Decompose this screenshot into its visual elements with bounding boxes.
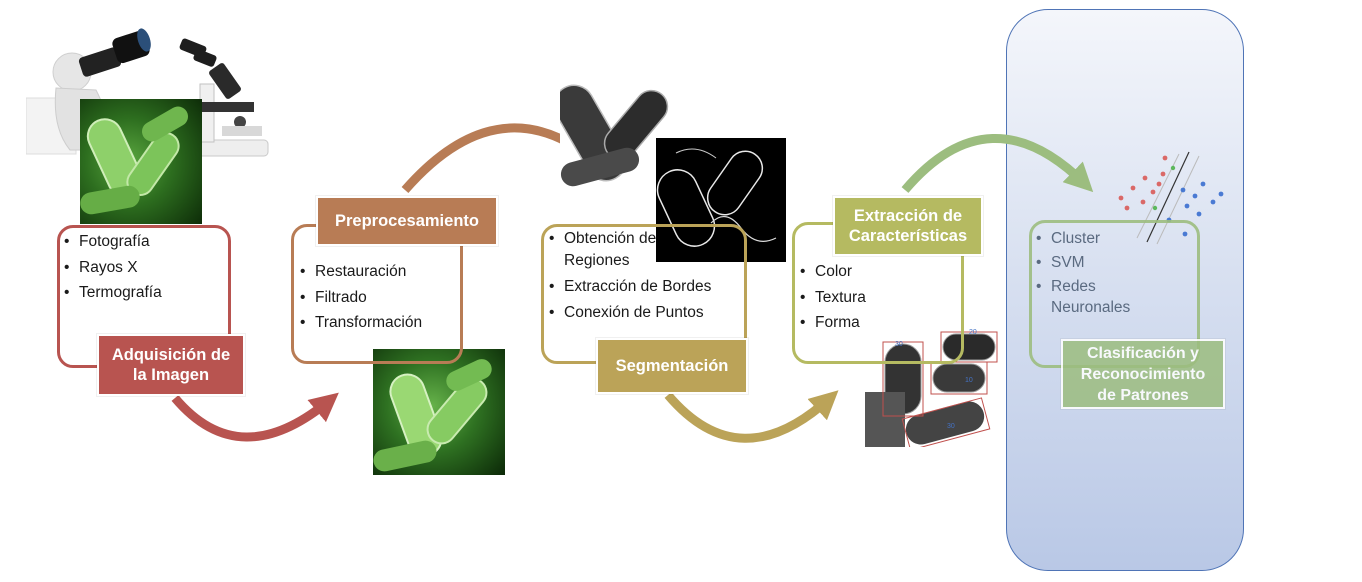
stage-label-line: Características xyxy=(848,227,968,245)
stage-item-line: Cluster xyxy=(1051,230,1101,247)
bbox-label: 20 xyxy=(969,329,977,336)
stage-item: Obtención de Regiones xyxy=(548,228,748,272)
stage-list-adquisicion: Fotografía Rayos X Termografía xyxy=(63,229,223,306)
stage-item: SVM xyxy=(1035,251,1155,275)
stage-item-line: Neuronales xyxy=(1051,299,1131,316)
stage-item: Restauración xyxy=(299,259,459,285)
stage-item: Filtrado xyxy=(299,285,459,311)
stage-list-segmentacion: Obtención de Regiones Extracción de Borde… xyxy=(548,228,748,324)
stage-label-adquisicion: Adquisición de la Imagen xyxy=(97,334,245,396)
stage-label-line: Preprocesamiento xyxy=(335,212,479,230)
stage-list-clasificacion: Cluster SVM Redes Neuronales xyxy=(1035,227,1155,318)
stage-item: Cluster xyxy=(1035,227,1155,251)
stage-label-preprocesamiento: Preprocesamiento xyxy=(316,196,498,246)
stage-label-segmentacion: Segmentación xyxy=(596,338,748,394)
bacteria-photo xyxy=(373,349,505,475)
stage-label-line: Clasificación y xyxy=(1086,344,1200,362)
arrow-adquisicion-to-preprocesamiento xyxy=(171,392,339,442)
bbox-label: 10 xyxy=(965,377,973,384)
stage-item-line: Redes xyxy=(1051,278,1096,295)
microscope-icon xyxy=(160,36,278,161)
stage-item: Redes Neuronales xyxy=(1035,276,1155,318)
stage-item: Conexión de Puntos xyxy=(548,302,748,324)
stage-item-line: SVM xyxy=(1051,253,1085,271)
stage-label-extraccion: Extracción de Características xyxy=(833,196,983,256)
stage-item-line: Regiones xyxy=(564,252,630,269)
stage-item: Rayos X xyxy=(63,255,223,281)
stage-item: Transformación xyxy=(299,310,459,336)
stage-item-line: Obtención de xyxy=(564,230,657,247)
arrow-segmentacion-to-extraccion xyxy=(664,390,839,443)
arrow-extraccion-to-clasificacion xyxy=(901,134,1094,193)
bbox-label: 30 xyxy=(895,341,903,348)
stage-label-line: Adquisición de xyxy=(111,346,231,364)
bacteria-photo xyxy=(80,99,202,224)
stage-item: Textura xyxy=(799,285,879,311)
stage-label-line: Extracción de xyxy=(853,207,963,225)
stage-list-extraccion: Color Textura Forma xyxy=(799,259,879,336)
stage-label-line: Reconocimiento xyxy=(1080,365,1206,383)
stage-label-line: la Imagen xyxy=(132,366,210,384)
stage-item: Fotografía xyxy=(63,229,223,255)
stage-item: Termografía xyxy=(63,280,223,306)
stage-label-line: Segmentación xyxy=(615,357,729,375)
stage-item: Extracción de Bordes xyxy=(548,276,748,298)
stage-label-clasificacion: Clasificación y Reconocimiento de Patrones xyxy=(1061,339,1225,409)
stage-list-preprocesamiento: Restauración Filtrado Transformación xyxy=(299,259,459,336)
stage-item: Forma xyxy=(799,310,879,336)
stage-item: Color xyxy=(799,259,879,285)
bbox-label: 30 xyxy=(947,423,955,430)
stage-label-line: de Patrones xyxy=(1097,386,1189,404)
